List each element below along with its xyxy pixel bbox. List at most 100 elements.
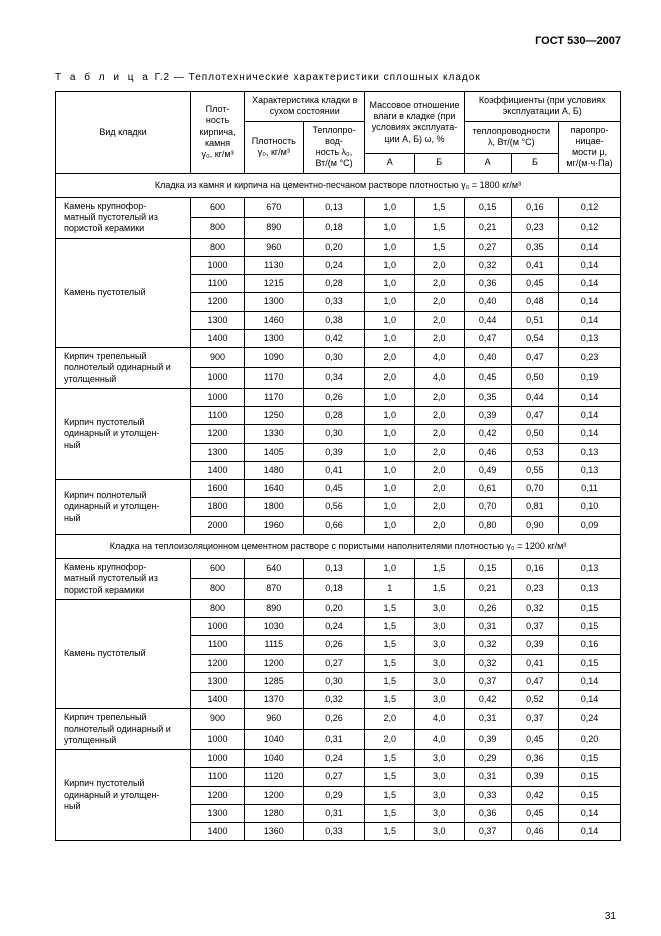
cell: 0,45 bbox=[464, 368, 511, 388]
cell: 1200 bbox=[191, 425, 245, 443]
cell: 1400 bbox=[191, 461, 245, 479]
row-label: Кирпич полнотелый одинарный и утолщен-ны… bbox=[56, 480, 191, 535]
cell: 1300 bbox=[191, 443, 245, 461]
cell: 0,35 bbox=[464, 388, 511, 406]
cell: 600 bbox=[191, 559, 245, 579]
cell: 0,34 bbox=[303, 368, 365, 388]
cell: 2,0 bbox=[414, 443, 464, 461]
section-row: Кладка на теплоизоляционном цементном ра… bbox=[56, 534, 621, 558]
cell: 0,56 bbox=[303, 498, 365, 516]
cell: 4,0 bbox=[414, 709, 464, 729]
cell: 4,0 bbox=[414, 348, 464, 368]
cell: 0,39 bbox=[303, 443, 365, 461]
cell: 0,13 bbox=[559, 329, 621, 347]
cell: 1,0 bbox=[365, 238, 415, 256]
cell: 3,0 bbox=[414, 786, 464, 804]
cell: 1040 bbox=[245, 750, 304, 768]
cell: 1330 bbox=[245, 425, 304, 443]
cell: 0,44 bbox=[511, 388, 558, 406]
cell: 0,10 bbox=[559, 498, 621, 516]
cell: 0,32 bbox=[464, 256, 511, 274]
cell: 1000 bbox=[191, 750, 245, 768]
page-container: ГОСТ 530—2007 Т а б л и ц а Г.2 — Теплот… bbox=[0, 0, 661, 936]
cell: 0,14 bbox=[559, 293, 621, 311]
cell: 0,36 bbox=[464, 804, 511, 822]
cell: 1,5 bbox=[365, 823, 415, 841]
cell: 0,18 bbox=[303, 579, 365, 599]
cell: 0,44 bbox=[464, 311, 511, 329]
cell: 0,47 bbox=[511, 407, 558, 425]
cell: 0,19 bbox=[559, 368, 621, 388]
cell: 0,42 bbox=[464, 425, 511, 443]
cell: 890 bbox=[245, 599, 304, 617]
cell: 1,5 bbox=[365, 804, 415, 822]
cell: 0,14 bbox=[559, 407, 621, 425]
cell: 1,0 bbox=[365, 498, 415, 516]
h-cond-a: А bbox=[464, 153, 511, 173]
cell: 1,5 bbox=[365, 786, 415, 804]
cell: 0,14 bbox=[559, 388, 621, 406]
row-label: Камень пустотелый bbox=[56, 238, 191, 348]
table-row: Камень пустотелый8008900,201,53,00,260,3… bbox=[56, 599, 621, 617]
row-label: Кирпич трепельный полнотелый одинарный и… bbox=[56, 709, 191, 750]
row-label: Кирпич трепельный полнотелый одинарный и… bbox=[56, 348, 191, 389]
cell: 2,0 bbox=[414, 425, 464, 443]
cell: 0,16 bbox=[511, 197, 558, 217]
h-density: Плот-ностькирпича,камняγ₀, кг/м³ bbox=[191, 92, 245, 174]
cell: 0,47 bbox=[464, 329, 511, 347]
h-vapor: паропро-ницае-мости μ,мг/(м·ч·Па) bbox=[559, 121, 621, 173]
cell: 1,5 bbox=[414, 197, 464, 217]
cell: 900 bbox=[191, 348, 245, 368]
cell: 0,36 bbox=[464, 275, 511, 293]
cell: 2,0 bbox=[414, 329, 464, 347]
cell: 0,12 bbox=[559, 197, 621, 217]
cell: 0,21 bbox=[464, 579, 511, 599]
cell: 0,13 bbox=[559, 579, 621, 599]
cell: 0,50 bbox=[511, 425, 558, 443]
cell: 3,0 bbox=[414, 672, 464, 690]
cell: 1100 bbox=[191, 275, 245, 293]
cell: 0,38 bbox=[303, 311, 365, 329]
cell: 1,0 bbox=[365, 407, 415, 425]
cell: 1,0 bbox=[365, 197, 415, 217]
cell: 1,5 bbox=[365, 654, 415, 672]
cell: 0,15 bbox=[559, 654, 621, 672]
cell: 1300 bbox=[245, 293, 304, 311]
cell: 1,5 bbox=[414, 579, 464, 599]
cell: 0,45 bbox=[511, 804, 558, 822]
cell: 2,0 bbox=[414, 388, 464, 406]
data-table: Вид кладки Плот-ностькирпича,камняγ₀, кг… bbox=[55, 91, 621, 841]
caption-num: Г.2 bbox=[155, 72, 171, 83]
cell: 0,39 bbox=[464, 729, 511, 749]
cell: 0,46 bbox=[464, 443, 511, 461]
cell: 1130 bbox=[245, 256, 304, 274]
h-dry-cond: Теплопро-вод-ность λ₀,Вт/(м °С) bbox=[303, 121, 365, 173]
cell: 640 bbox=[245, 559, 304, 579]
row-label: Кирпич пустотелый одинарный и утолщен-ны… bbox=[56, 388, 191, 479]
cell: 1,5 bbox=[365, 768, 415, 786]
cell: 800 bbox=[191, 218, 245, 238]
cell: 2000 bbox=[191, 516, 245, 534]
cell: 0,30 bbox=[303, 348, 365, 368]
cell: 0,26 bbox=[303, 636, 365, 654]
cell: 0,23 bbox=[511, 218, 558, 238]
cell: 1200 bbox=[191, 654, 245, 672]
h-cond-b: Б bbox=[511, 153, 558, 173]
cell: 0,29 bbox=[464, 750, 511, 768]
cell: 0,28 bbox=[303, 407, 365, 425]
section-row: Кладка из камня и кирпича на цементно-пе… bbox=[56, 173, 621, 197]
cell: 0,37 bbox=[464, 823, 511, 841]
caption-title: — Теплотехнические характеристики сплошн… bbox=[174, 72, 481, 83]
cell: 0,14 bbox=[559, 275, 621, 293]
cell: 0,15 bbox=[559, 750, 621, 768]
cell: 0,66 bbox=[303, 516, 365, 534]
cell: 1100 bbox=[191, 407, 245, 425]
cell: 0,31 bbox=[303, 729, 365, 749]
table-row: Кирпич трепельный полнотелый одинарный и… bbox=[56, 348, 621, 368]
cell: 0,41 bbox=[511, 654, 558, 672]
cell: 0,23 bbox=[559, 348, 621, 368]
cell: 1,0 bbox=[365, 559, 415, 579]
cell: 0,13 bbox=[559, 461, 621, 479]
cell: 0,30 bbox=[303, 425, 365, 443]
cell: 1100 bbox=[191, 636, 245, 654]
